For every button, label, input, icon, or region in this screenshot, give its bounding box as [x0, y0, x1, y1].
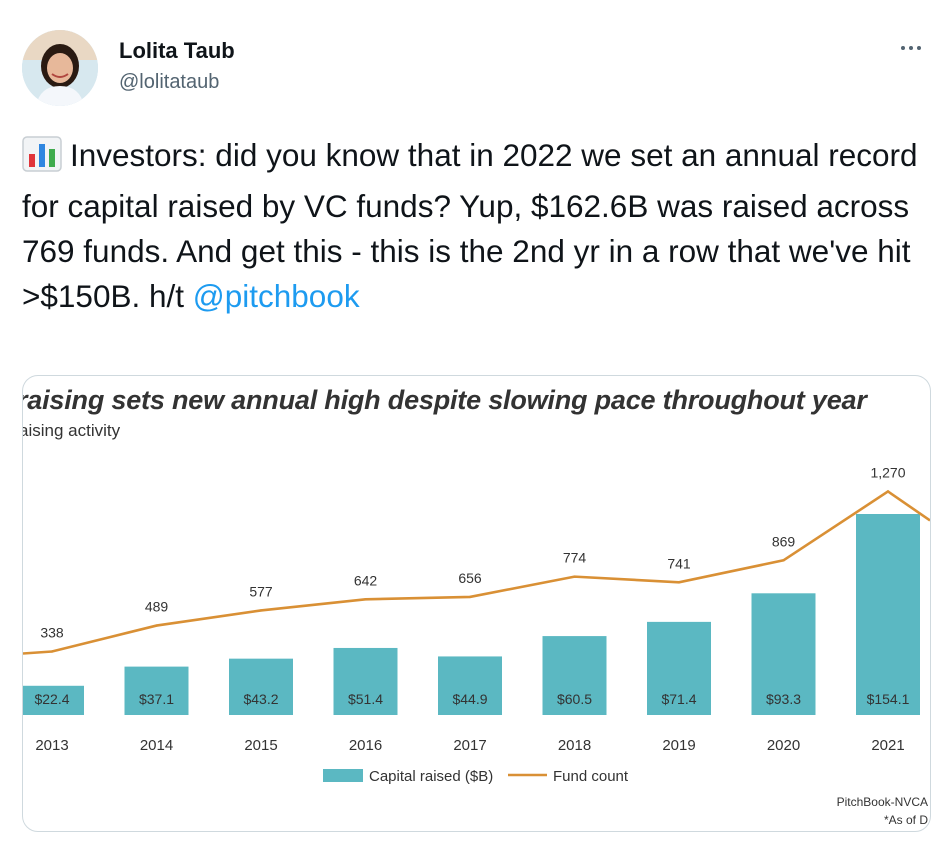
- line-point-2018: [573, 575, 576, 578]
- tweet-text: Investors: did you know that in 2022 we …: [22, 133, 932, 319]
- x-tick-2020: 2020: [767, 737, 800, 754]
- legend-line-label: Fund count: [553, 768, 629, 785]
- author-name[interactable]: Lolita Taub: [119, 38, 235, 63]
- bar-label-2021: $154.1: [867, 691, 910, 707]
- bar-2019: [647, 621, 711, 715]
- avatar-image: [22, 30, 98, 106]
- line-point-2013: [50, 650, 54, 653]
- chart-title: raising sets new annual high despite slo…: [22, 385, 867, 415]
- line-point-2019: [677, 581, 681, 584]
- line-point-2020: [782, 559, 785, 562]
- line-label-2019: 741: [667, 555, 691, 571]
- line-point-2014: [155, 624, 158, 627]
- line-label-2013: 338: [40, 625, 64, 641]
- x-tick-2013: 2013: [35, 737, 68, 754]
- more-dot-3: [917, 46, 921, 50]
- bar-2020: [751, 593, 816, 715]
- bar-label-2013: $22.4: [34, 691, 69, 707]
- bar-2018: [542, 636, 607, 715]
- bar-label-2019: $71.4: [661, 691, 696, 707]
- line-point-2016: [364, 598, 367, 601]
- avatar[interactable]: [22, 30, 98, 106]
- bar-label-2016: $51.4: [348, 691, 383, 707]
- bar-label-2015: $43.2: [243, 691, 278, 707]
- line-label-2014: 489: [145, 599, 169, 615]
- x-tick-2017: 2017: [453, 737, 486, 754]
- x-tick-2021: 2021: [871, 737, 904, 754]
- bar-label-2020: $93.3: [766, 691, 801, 707]
- x-tick-2019: 2019: [662, 737, 695, 754]
- author-handle[interactable]: @lolitataub: [119, 71, 220, 93]
- x-tick-2018: 2018: [558, 737, 591, 754]
- x-tick-2014: 2014: [140, 737, 173, 754]
- more-dot-2: [909, 46, 913, 50]
- line-label-2021: 1,270: [870, 464, 905, 480]
- line-point-2015: [259, 609, 263, 612]
- bar-chart-icon: [22, 136, 62, 184]
- bar-2017: [438, 656, 502, 715]
- chart-source: PitchBook-NVCA: [836, 795, 928, 809]
- bar-label-2018: $60.5: [557, 691, 592, 707]
- bar-2013: [23, 685, 84, 715]
- more-dot-1: [901, 46, 905, 50]
- chart: $22.4 2013 $37.1 2014 $43.2 2015 $51.4 2016 $44.…: [23, 464, 930, 785]
- line-label-2016: 642: [354, 572, 378, 588]
- more-horizontal-icon[interactable]: [896, 38, 926, 58]
- bar-2014: [124, 666, 189, 715]
- bar-2016: [333, 647, 398, 715]
- legend-bar-label: Capital raised ($B): [369, 768, 493, 785]
- x-tick-2015: 2015: [244, 737, 277, 754]
- bar-label-2017: $44.9: [452, 691, 487, 707]
- legend-bar-swatch: [323, 769, 363, 782]
- chart-subtitle: aising activity: [22, 421, 121, 440]
- bar-label-2014: $37.1: [139, 691, 174, 707]
- x-tick-2016: 2016: [349, 737, 382, 754]
- chart-footnote: *As of D: [883, 813, 928, 827]
- mention-link[interactable]: @pitchbook: [192, 278, 360, 314]
- line-point-2017: [468, 595, 472, 599]
- line-label-2017: 656: [458, 570, 482, 586]
- tweet-body: Investors: did you know that in 2022 we …: [22, 137, 918, 314]
- line-point-2021: [886, 490, 890, 493]
- line-label-2020: 869: [772, 533, 796, 549]
- line-label-2018: 774: [563, 550, 587, 566]
- media-card[interactable]: raising sets new annual high despite slo…: [22, 375, 931, 832]
- bar-2021: [856, 514, 920, 715]
- bar-2015: [229, 658, 293, 715]
- line-label-2015: 577: [249, 583, 273, 599]
